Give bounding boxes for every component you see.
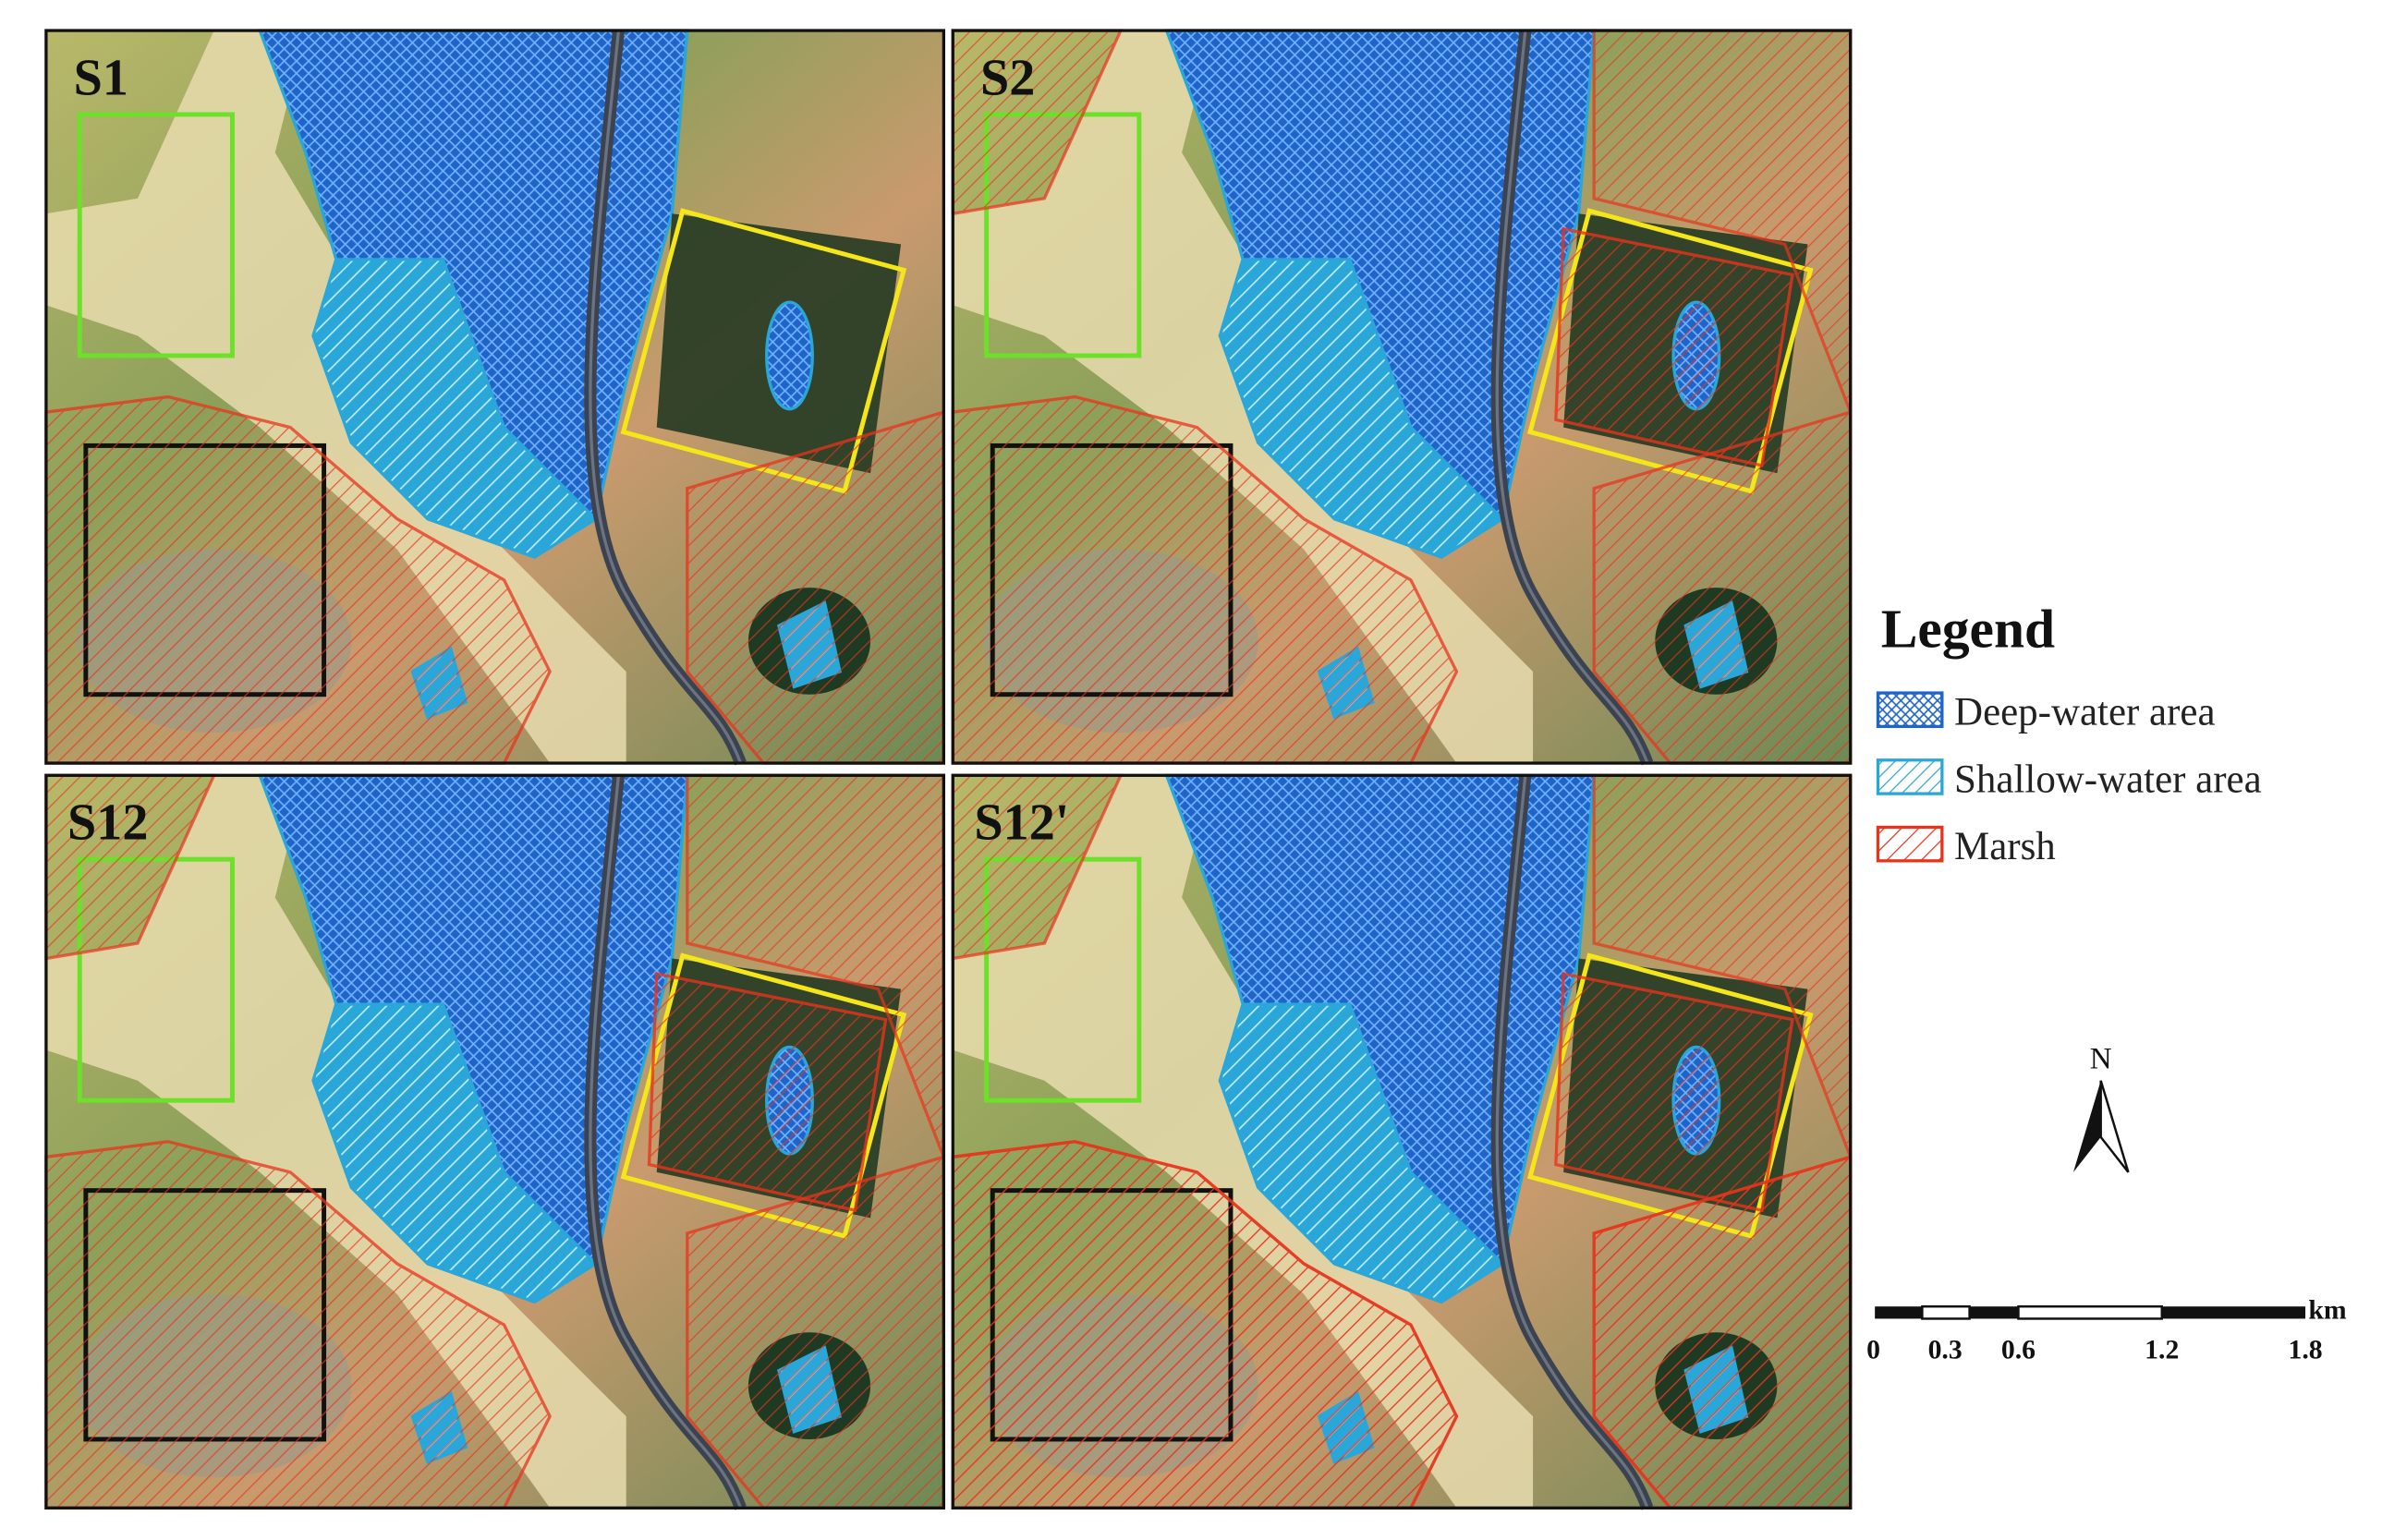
scale-label: 0: [1866, 1335, 1880, 1364]
legend-label: Deep-water area: [1954, 691, 2215, 734]
scale-label: 1.8: [2288, 1335, 2322, 1364]
legend-label: Marsh: [1954, 825, 2056, 868]
panel-label: S12: [67, 794, 148, 852]
north-label: N: [2090, 1042, 2112, 1075]
scale-bar: 0 0.3 0.6 1.2 1.8 km: [1866, 1295, 2347, 1364]
legend-swatch: [1876, 691, 1944, 729]
scale-label: 0.6: [2001, 1335, 2036, 1364]
panel: S12': [953, 775, 1850, 1508]
legend-swatch: [1876, 825, 1944, 863]
panel: S1: [46, 30, 943, 763]
scale-unit: km: [2308, 1295, 2347, 1325]
panel: S12: [46, 775, 943, 1508]
legend-swatch: [1876, 758, 1944, 795]
panel: S2: [953, 30, 1850, 763]
legend: Legend Deep-water area Shallow-water are…: [1876, 599, 2262, 868]
panel-label: S2: [980, 49, 1035, 106]
legend-title: Legend: [1881, 599, 2055, 660]
north-arrow: N: [2072, 1042, 2130, 1173]
scale-label: 0.3: [1928, 1335, 1963, 1364]
legend-label: Shallow-water area: [1954, 758, 2262, 801]
panel-label: S12': [974, 794, 1069, 852]
panel-label: S1: [74, 49, 128, 106]
scale-label: 1.2: [2145, 1335, 2179, 1364]
